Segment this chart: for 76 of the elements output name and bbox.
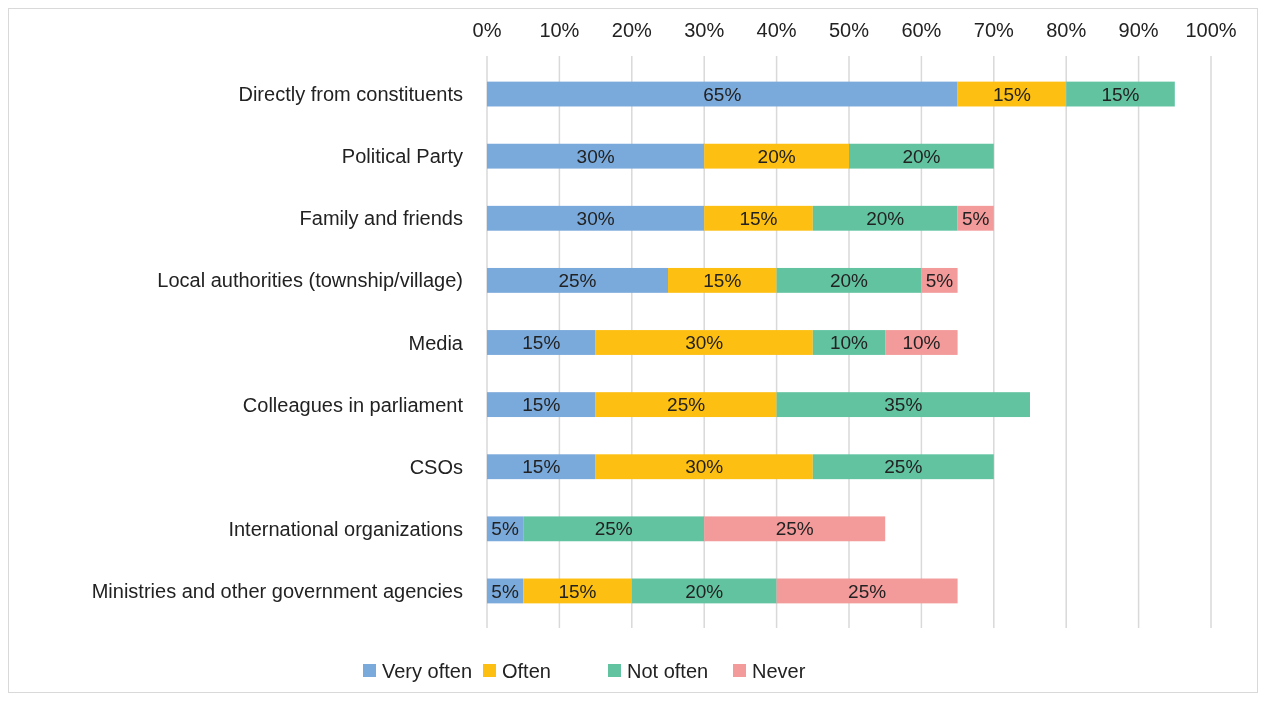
bar [487,205,705,231]
data-label: 30% [685,332,724,354]
x-tick-label: 100% [1185,19,1237,41]
bar [595,454,813,480]
bar [487,267,668,293]
x-tick-label: 0% [472,19,502,41]
data-label: 15% [522,394,561,416]
data-label: 25% [848,580,887,602]
x-tick-label: 10% [539,19,580,41]
data-label: 15% [558,580,597,602]
y-tick-label: Family and friends [299,207,463,230]
y-tick-label: CSOs [409,455,463,478]
bar [812,205,958,231]
y-tick-label: International organizations [228,517,463,540]
y-tick-label: Colleagues in parliament [242,393,464,416]
data-label: 25% [667,394,706,416]
data-label: 10% [829,332,869,354]
bar [523,516,705,542]
y-tick-label: Political Party [341,145,463,168]
y-tick-label: Local authorities (township/village) [157,269,463,292]
legend-label: Not often [627,660,709,682]
y-tick-label: Media [408,331,464,354]
bar [849,143,994,169]
x-tick-label: 40% [756,19,797,41]
legend-label: Often [502,660,551,682]
legend-label: Never [752,660,806,682]
bar [704,205,813,231]
x-tick-label: 50% [828,19,870,41]
x-tick-label: 20% [611,19,653,41]
bar [812,454,994,480]
data-label: 25% [884,456,923,478]
bar [776,392,1030,418]
data-label: 25% [775,518,814,540]
x-tick-label: 90% [1118,19,1159,41]
y-tick-label: Directly from constituents [238,83,463,106]
data-label: 5% [925,270,954,292]
data-label: 20% [757,145,796,167]
data-label: 15% [992,83,1032,105]
data-label: 25% [558,270,597,292]
bar [487,81,958,107]
bar [487,392,596,418]
x-tick-label: 60% [901,19,942,41]
bar [595,330,813,355]
data-label: 20% [902,145,941,167]
y-tick-label: Ministries and other government agencies [91,579,463,602]
bar [704,516,886,542]
data-label: 15% [703,270,742,292]
bar [487,330,596,355]
data-label: 5% [491,580,519,602]
data-label: 5% [491,518,519,540]
bar [704,143,849,169]
data-label: 10% [902,332,941,354]
data-label: 20% [829,270,869,292]
data-label: 30% [685,456,724,478]
legend-label: Very often [382,660,473,682]
bar [487,143,705,169]
data-label: 20% [685,580,724,602]
x-tick-label: 70% [973,19,1015,41]
data-label: 15% [739,207,778,229]
data-label: 35% [884,394,923,416]
bar [487,454,596,480]
data-label: 25% [594,518,633,540]
bar [776,267,922,293]
bar [595,392,777,418]
data-label: 65% [703,83,742,105]
data-label: 15% [1101,83,1140,105]
x-tick-label: 80% [1046,19,1087,41]
data-label: 5% [961,207,990,229]
x-tick-label: 30% [684,19,725,41]
data-label: 15% [522,456,561,478]
data-label: 30% [576,207,615,229]
bar [668,267,777,293]
data-label: 30% [576,145,615,167]
data-label: 15% [522,332,561,354]
data-label: 20% [866,207,905,229]
bar [776,578,958,604]
